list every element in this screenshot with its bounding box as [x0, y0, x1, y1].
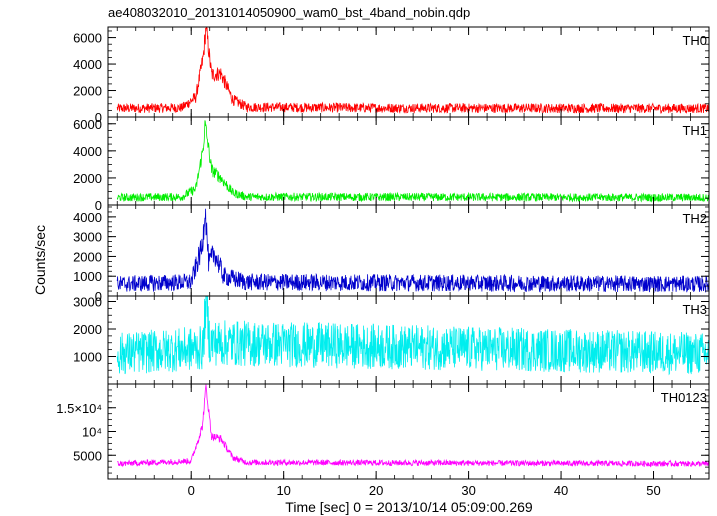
- chart-title: ae408032010_20131014050900_wam0_bst_4ban…: [108, 5, 470, 20]
- panel-label: TH0: [682, 33, 707, 48]
- y-tick-label: 0: [95, 110, 102, 125]
- x-axis-label: Time [sec] 0 = 2013/10/14 05:09:00.269: [285, 499, 533, 515]
- series-line-th2: [116, 208, 709, 293]
- y-tick-label: 2000: [73, 84, 102, 99]
- y-tick-label: 0: [95, 198, 102, 213]
- panel-th0123: 5000 10⁴ 1.5×10⁴ TH0123: [56, 383, 710, 480]
- y-tick-label: 0: [95, 289, 102, 304]
- x-tick-label: 30: [461, 483, 475, 498]
- x-tick-label: 50: [646, 483, 660, 498]
- y-tick-label: 4000: [73, 57, 102, 72]
- x-tick-label: 20: [369, 483, 383, 498]
- y-tick-label: 5000: [73, 448, 102, 463]
- panel-frame: [107, 116, 710, 206]
- y-tick-label: 1000: [73, 269, 102, 284]
- y-tick-label: 6000: [73, 31, 102, 46]
- x-tick-label: 0: [188, 483, 195, 498]
- panel-th2: 0 1000 2000 3000 4000 TH2: [73, 204, 710, 304]
- x-tick-label: 40: [554, 483, 568, 498]
- y-tick-label: 2000: [73, 249, 102, 264]
- panel-th3: 1000 2000 3000 TH3: [73, 295, 710, 385]
- series-line-th0123: [117, 384, 709, 468]
- y-tick-label: 6000: [73, 117, 102, 132]
- panel-label: TH3: [682, 302, 707, 317]
- series-line-th1: [116, 120, 709, 203]
- panel-frame: [107, 383, 710, 480]
- y-tick-label: 3000: [73, 295, 102, 310]
- panel-frame: [107, 26, 710, 118]
- y-tick-label: 1.5×10⁴: [56, 401, 102, 416]
- y-tick-label: 4000: [73, 210, 102, 225]
- y-tick-label: 3000: [73, 230, 102, 245]
- y-tick-label: 1000: [73, 350, 102, 365]
- series-line-th3: [116, 296, 709, 376]
- panel-label: TH2: [682, 211, 707, 226]
- panel-label: TH0123: [661, 390, 707, 405]
- panel-th1: 0 2000 4000 6000 TH1: [73, 116, 710, 213]
- x-tick-label: 10: [276, 483, 290, 498]
- y-axis-label: Counts/sec: [32, 225, 48, 295]
- panel-label: TH1: [682, 123, 707, 138]
- y-tick-label: 2000: [73, 322, 102, 337]
- panels: 0 2000 4000 6000 TH0 0 2000 4000 6000 TH1 0 1000 200…: [56, 26, 710, 480]
- series-line-th0: [116, 27, 709, 114]
- y-tick-label: 4000: [73, 144, 102, 159]
- y-tick-label: 10⁴: [82, 425, 102, 440]
- panel-th0: 0 2000 4000 6000 TH0: [73, 26, 710, 125]
- y-tick-label: 2000: [73, 171, 102, 186]
